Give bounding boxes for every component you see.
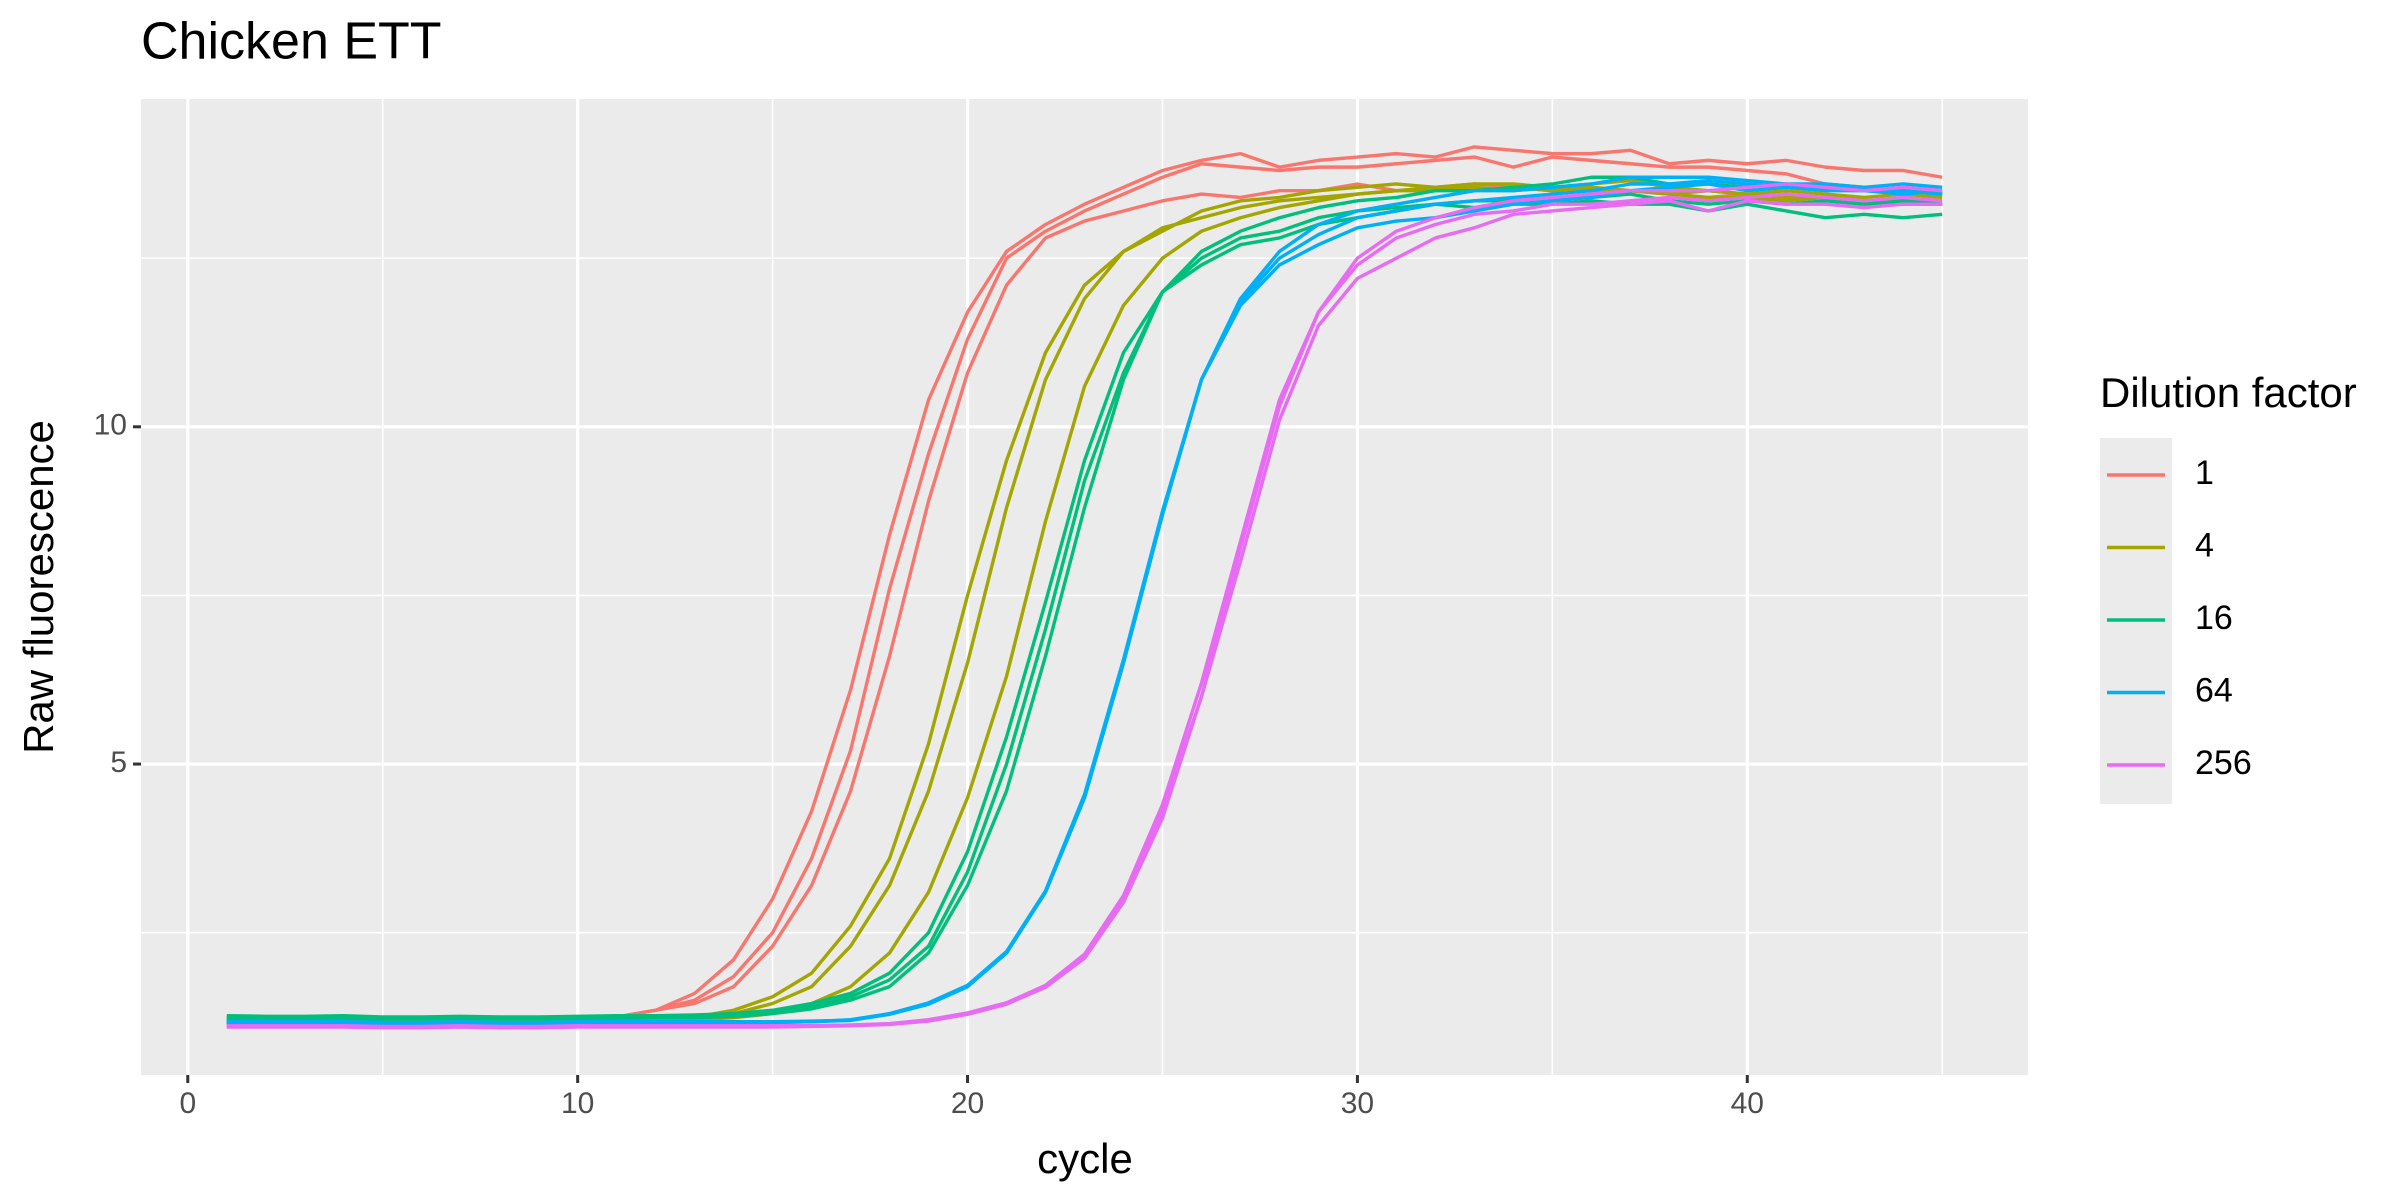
- grid: [141, 99, 2028, 1075]
- lines: [226, 145, 1943, 1030]
- legend-label: 16: [2195, 599, 2233, 637]
- plot-panel: [141, 99, 2028, 1075]
- y-tick-label: 10: [94, 409, 127, 442]
- legend-label: 64: [2195, 671, 2233, 709]
- legend: Dilution factor 1 4 16 64 256: [2100, 369, 2357, 804]
- x-axis-label: cycle: [1037, 1135, 1133, 1182]
- x-tick-label: 20: [951, 1087, 984, 1120]
- x-tick-label: 30: [1341, 1087, 1374, 1120]
- legend-label: 4: [2195, 526, 2214, 564]
- axes: 0 10 20 30 40 5 10: [94, 409, 1764, 1120]
- x-tick-label: 40: [1731, 1087, 1764, 1120]
- chart-title: Chicken ETT: [141, 13, 442, 71]
- x-tick-label: 0: [179, 1087, 196, 1120]
- x-tick-label: 10: [561, 1087, 594, 1120]
- legend-label: 1: [2195, 454, 2214, 492]
- data-line: [226, 199, 1943, 1021]
- data-line: [226, 192, 1943, 1029]
- legend-title: Dilution factor: [2100, 369, 2357, 416]
- legend-label: 256: [2195, 744, 2252, 782]
- y-tick-label: 5: [110, 746, 127, 779]
- y-axis-label: Raw fluorescence: [15, 420, 62, 754]
- data-line: [226, 178, 1943, 1025]
